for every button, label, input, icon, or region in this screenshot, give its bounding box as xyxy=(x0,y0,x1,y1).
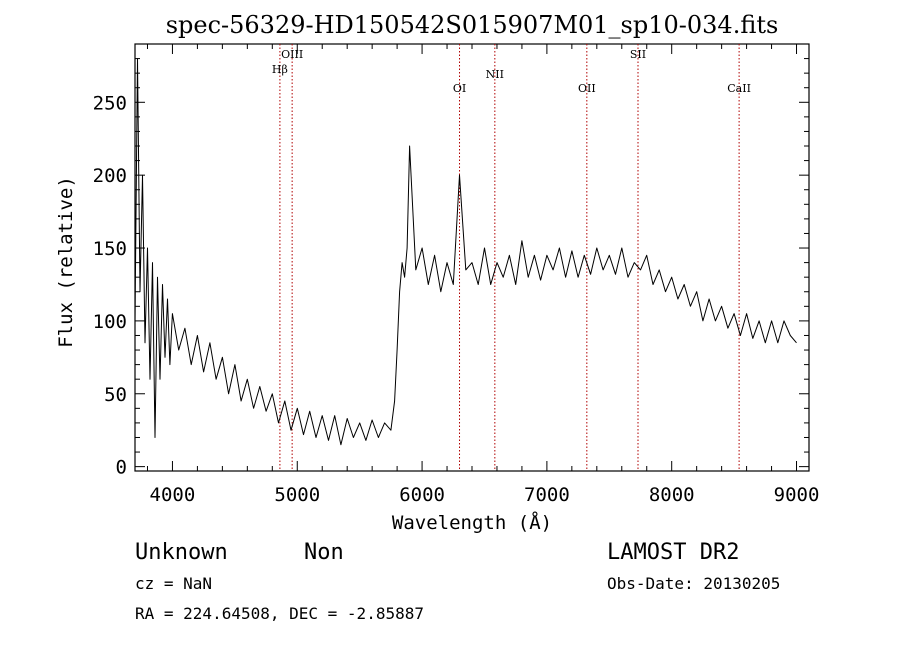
axis-ticks: 4000 5000 6000 7000 8000 9000 0 50 100 150 200 250 xyxy=(93,44,820,506)
obs-date-text: Obs-Date: 20130205 xyxy=(607,574,780,593)
y-tick-label: 200 xyxy=(93,165,127,187)
coordinates-text: RA = 224.64508, DEC = -2.85887 xyxy=(135,604,424,623)
line-marker-label: OIII xyxy=(281,48,303,61)
y-tick-label: 150 xyxy=(93,238,127,260)
x-tick-label: 6000 xyxy=(399,484,445,506)
line-marker-label: OII xyxy=(578,82,596,95)
x-tick-label: 9000 xyxy=(774,484,820,506)
x-tick-label: 4000 xyxy=(150,484,196,506)
x-tick-label: 5000 xyxy=(274,484,320,506)
line-marker-label: OI xyxy=(453,82,466,95)
chart-title: spec-56329-HD150542S015907M01_sp10-034.f… xyxy=(166,11,779,39)
spectral-line-markers: Hβ OIII OI NII OII SII CaII xyxy=(272,44,751,471)
spectrum-line xyxy=(134,58,797,446)
redshift-text: cz = NaN xyxy=(135,574,212,593)
line-marker-label: SII xyxy=(630,48,646,61)
plot-area: Hβ OIII OI NII OII SII CaII 4000 5000 6000 7000 80… xyxy=(93,43,820,506)
object-class: Unknown xyxy=(135,540,228,565)
x-axis-label: Wavelength (Å) xyxy=(392,511,552,534)
object-subclass: Non xyxy=(304,540,344,565)
spectrum-series xyxy=(134,58,797,446)
y-tick-label: 100 xyxy=(93,311,127,333)
y-tick-label: 250 xyxy=(93,92,127,114)
y-axis-label: Flux (relative) xyxy=(55,176,77,348)
line-marker-label: Hβ xyxy=(272,63,288,76)
y-tick-label: 0 xyxy=(116,457,127,479)
line-marker-label: NII xyxy=(486,68,504,81)
line-marker-label: CaII xyxy=(727,82,751,95)
x-tick-label: 8000 xyxy=(649,484,695,506)
plot-frame xyxy=(134,43,810,472)
x-tick-label: 7000 xyxy=(524,484,570,506)
y-tick-label: 50 xyxy=(104,384,127,406)
survey-name: LAMOST DR2 xyxy=(607,540,739,565)
